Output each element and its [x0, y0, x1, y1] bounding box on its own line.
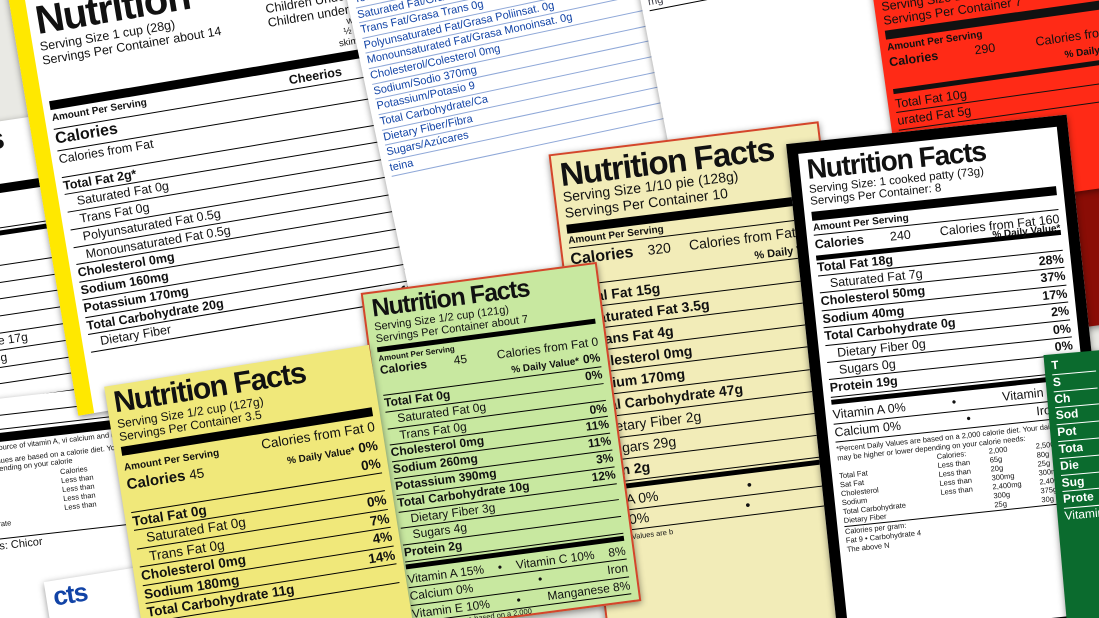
nutrient-name: Pot — [1056, 424, 1078, 440]
vitamin-label: Vitamin — [1064, 506, 1099, 523]
nutrient-daily-value: 0% — [1052, 321, 1072, 337]
bullet-icon: • — [965, 411, 972, 426]
nutrient-daily-value: 2% — [1050, 303, 1070, 320]
daily-value-top-2: 0% — [360, 455, 382, 474]
nutrient-daily-value — [601, 395, 605, 396]
nutrient-name: Sod — [1055, 407, 1079, 423]
nutrient-daily-value — [619, 528, 623, 529]
nutrient-daily-value: 0% — [584, 367, 604, 384]
bullet-icon: • — [537, 572, 544, 587]
daily-value-top: 0% — [582, 350, 602, 367]
vitamin-dv: 8% — [607, 543, 627, 560]
nutrient-daily-value: 11% — [587, 433, 613, 451]
nutrient-daily-value: 28% — [1038, 251, 1065, 269]
daily-value-top-1: 0% — [357, 437, 379, 456]
nutrient-daily-value: 12% — [590, 467, 617, 485]
bullet-icon: • — [745, 476, 753, 493]
calories-value: 45 — [452, 353, 468, 368]
calories-value: 320 — [646, 239, 672, 259]
nutrient-daily-value: 0% — [365, 492, 388, 511]
nutrient-daily-value: 17% — [1041, 286, 1068, 303]
calories-value: 240 — [889, 227, 912, 245]
bullet-icon: • — [515, 592, 522, 607]
nutrient-daily-value: 7% — [368, 510, 391, 529]
nutrient-name: Ch — [1053, 391, 1071, 406]
bullet-icon: • — [951, 394, 957, 409]
nutrient-name: Tota — [1058, 440, 1084, 457]
nutrient-daily-value — [616, 511, 620, 512]
bullet-icon: • — [744, 496, 752, 513]
nutrient-name: mg — [646, 0, 665, 9]
nutrient-row: mg15% — [646, 0, 882, 12]
nutrient-daily-value: 4% — [371, 528, 394, 547]
nutrient-name: Prote — [1062, 490, 1095, 507]
nutrient-daily-value — [395, 577, 399, 578]
nutrition-label-yellow: Nutrition Facts Serving Size 1/2 cup (12… — [104, 344, 416, 618]
nutrient-daily-value: 0% — [588, 400, 608, 417]
nutrient-rows: Total Fat 0g 0% Saturated Fat 0g Trans Fat … — [383, 367, 624, 563]
nutrient-daily-value: 3% — [595, 450, 615, 467]
nutrient-name: Sug — [1061, 474, 1085, 490]
nutrient-rows: Fat 1g*2%2%rated Fat 0g0%0%Fat 0gsaturat… — [628, 0, 882, 12]
nutrient-name: S — [1052, 375, 1062, 390]
nutrient-rows: Total Fat 18g Saturated Fat 7g 28% Choleste… — [816, 233, 1076, 398]
nutrient-daily-value — [380, 486, 384, 487]
bullet-icon: • — [496, 559, 503, 575]
nutrient-daily-value: 37% — [1039, 269, 1067, 286]
nutrient-name: teina — [388, 157, 415, 174]
nutrient-name: Die — [1059, 458, 1080, 473]
vitamin-b: Iron — [606, 560, 629, 578]
vitamin-row: Vitamin — [1064, 505, 1099, 525]
nutrient-daily-value: 11% — [584, 417, 610, 435]
nutrient-name: T — [1050, 358, 1060, 373]
nutrient-rows: T S Ch Sod Pot Tota Die Sug Prote — [1050, 354, 1099, 510]
nutrient-daily-value — [614, 495, 618, 496]
